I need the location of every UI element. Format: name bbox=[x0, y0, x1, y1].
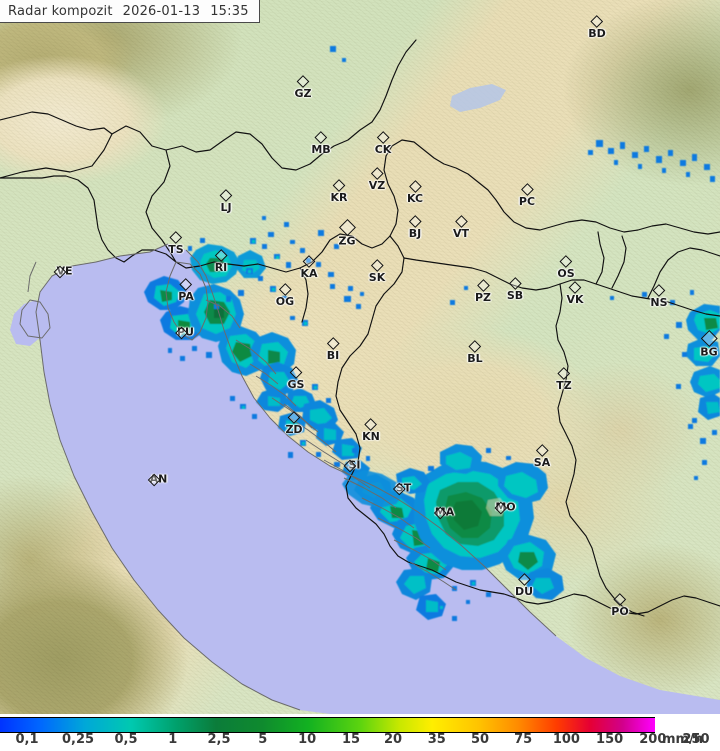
legend-tick: 0,25 bbox=[61, 732, 95, 747]
legend-tick: 0,1 bbox=[15, 732, 39, 747]
legend-tick: 250 bbox=[682, 732, 710, 747]
timestamp-time: 15:35 bbox=[210, 3, 249, 19]
legend-color-bar bbox=[0, 717, 655, 733]
legend-tick: 5 bbox=[258, 732, 268, 747]
sea-layer bbox=[10, 84, 720, 714]
legend-tick: 75 bbox=[514, 732, 533, 747]
radar-echo-layer bbox=[144, 46, 720, 621]
legend-tick-labels: 0,1 0,25 0,5 1 2,5 5 10 15 20 35 50 75 100 150 200 250 bbox=[0, 732, 720, 751]
legend-tick: 0,5 bbox=[114, 732, 138, 747]
borders-layer bbox=[0, 39, 720, 711]
timestamp-date: 2026-01-13 bbox=[122, 3, 201, 19]
legend-tick: 50 bbox=[470, 732, 490, 747]
product-title: Radar kompozit bbox=[8, 3, 113, 19]
legend-tick: 1 bbox=[168, 732, 178, 747]
legend-unit-label: mm/h bbox=[662, 732, 704, 747]
legend-tick: 200 bbox=[639, 732, 667, 747]
legend-tick: 35 bbox=[427, 732, 446, 747]
legend-tick: 15 bbox=[341, 732, 361, 747]
legend-tick: 100 bbox=[552, 732, 580, 747]
title-bar: Radar kompozit 2026-01-13 15:35 bbox=[0, 0, 260, 23]
legend-tick: 150 bbox=[596, 732, 624, 747]
legend-tick: 20 bbox=[383, 732, 403, 747]
radar-map[interactable]: BD GZ MB CK VZ KR KC PC LJ ZG BJ VT TS RI KA SK VE OS PA OG… bbox=[0, 0, 720, 714]
intensity-legend: 0,1 0,25 0,5 1 2,5 5 10 15 20 35 50 75 100 150 200 250 … bbox=[0, 714, 720, 751]
legend-tick: 2,5 bbox=[207, 732, 231, 747]
legend-tick: 10 bbox=[298, 732, 317, 747]
